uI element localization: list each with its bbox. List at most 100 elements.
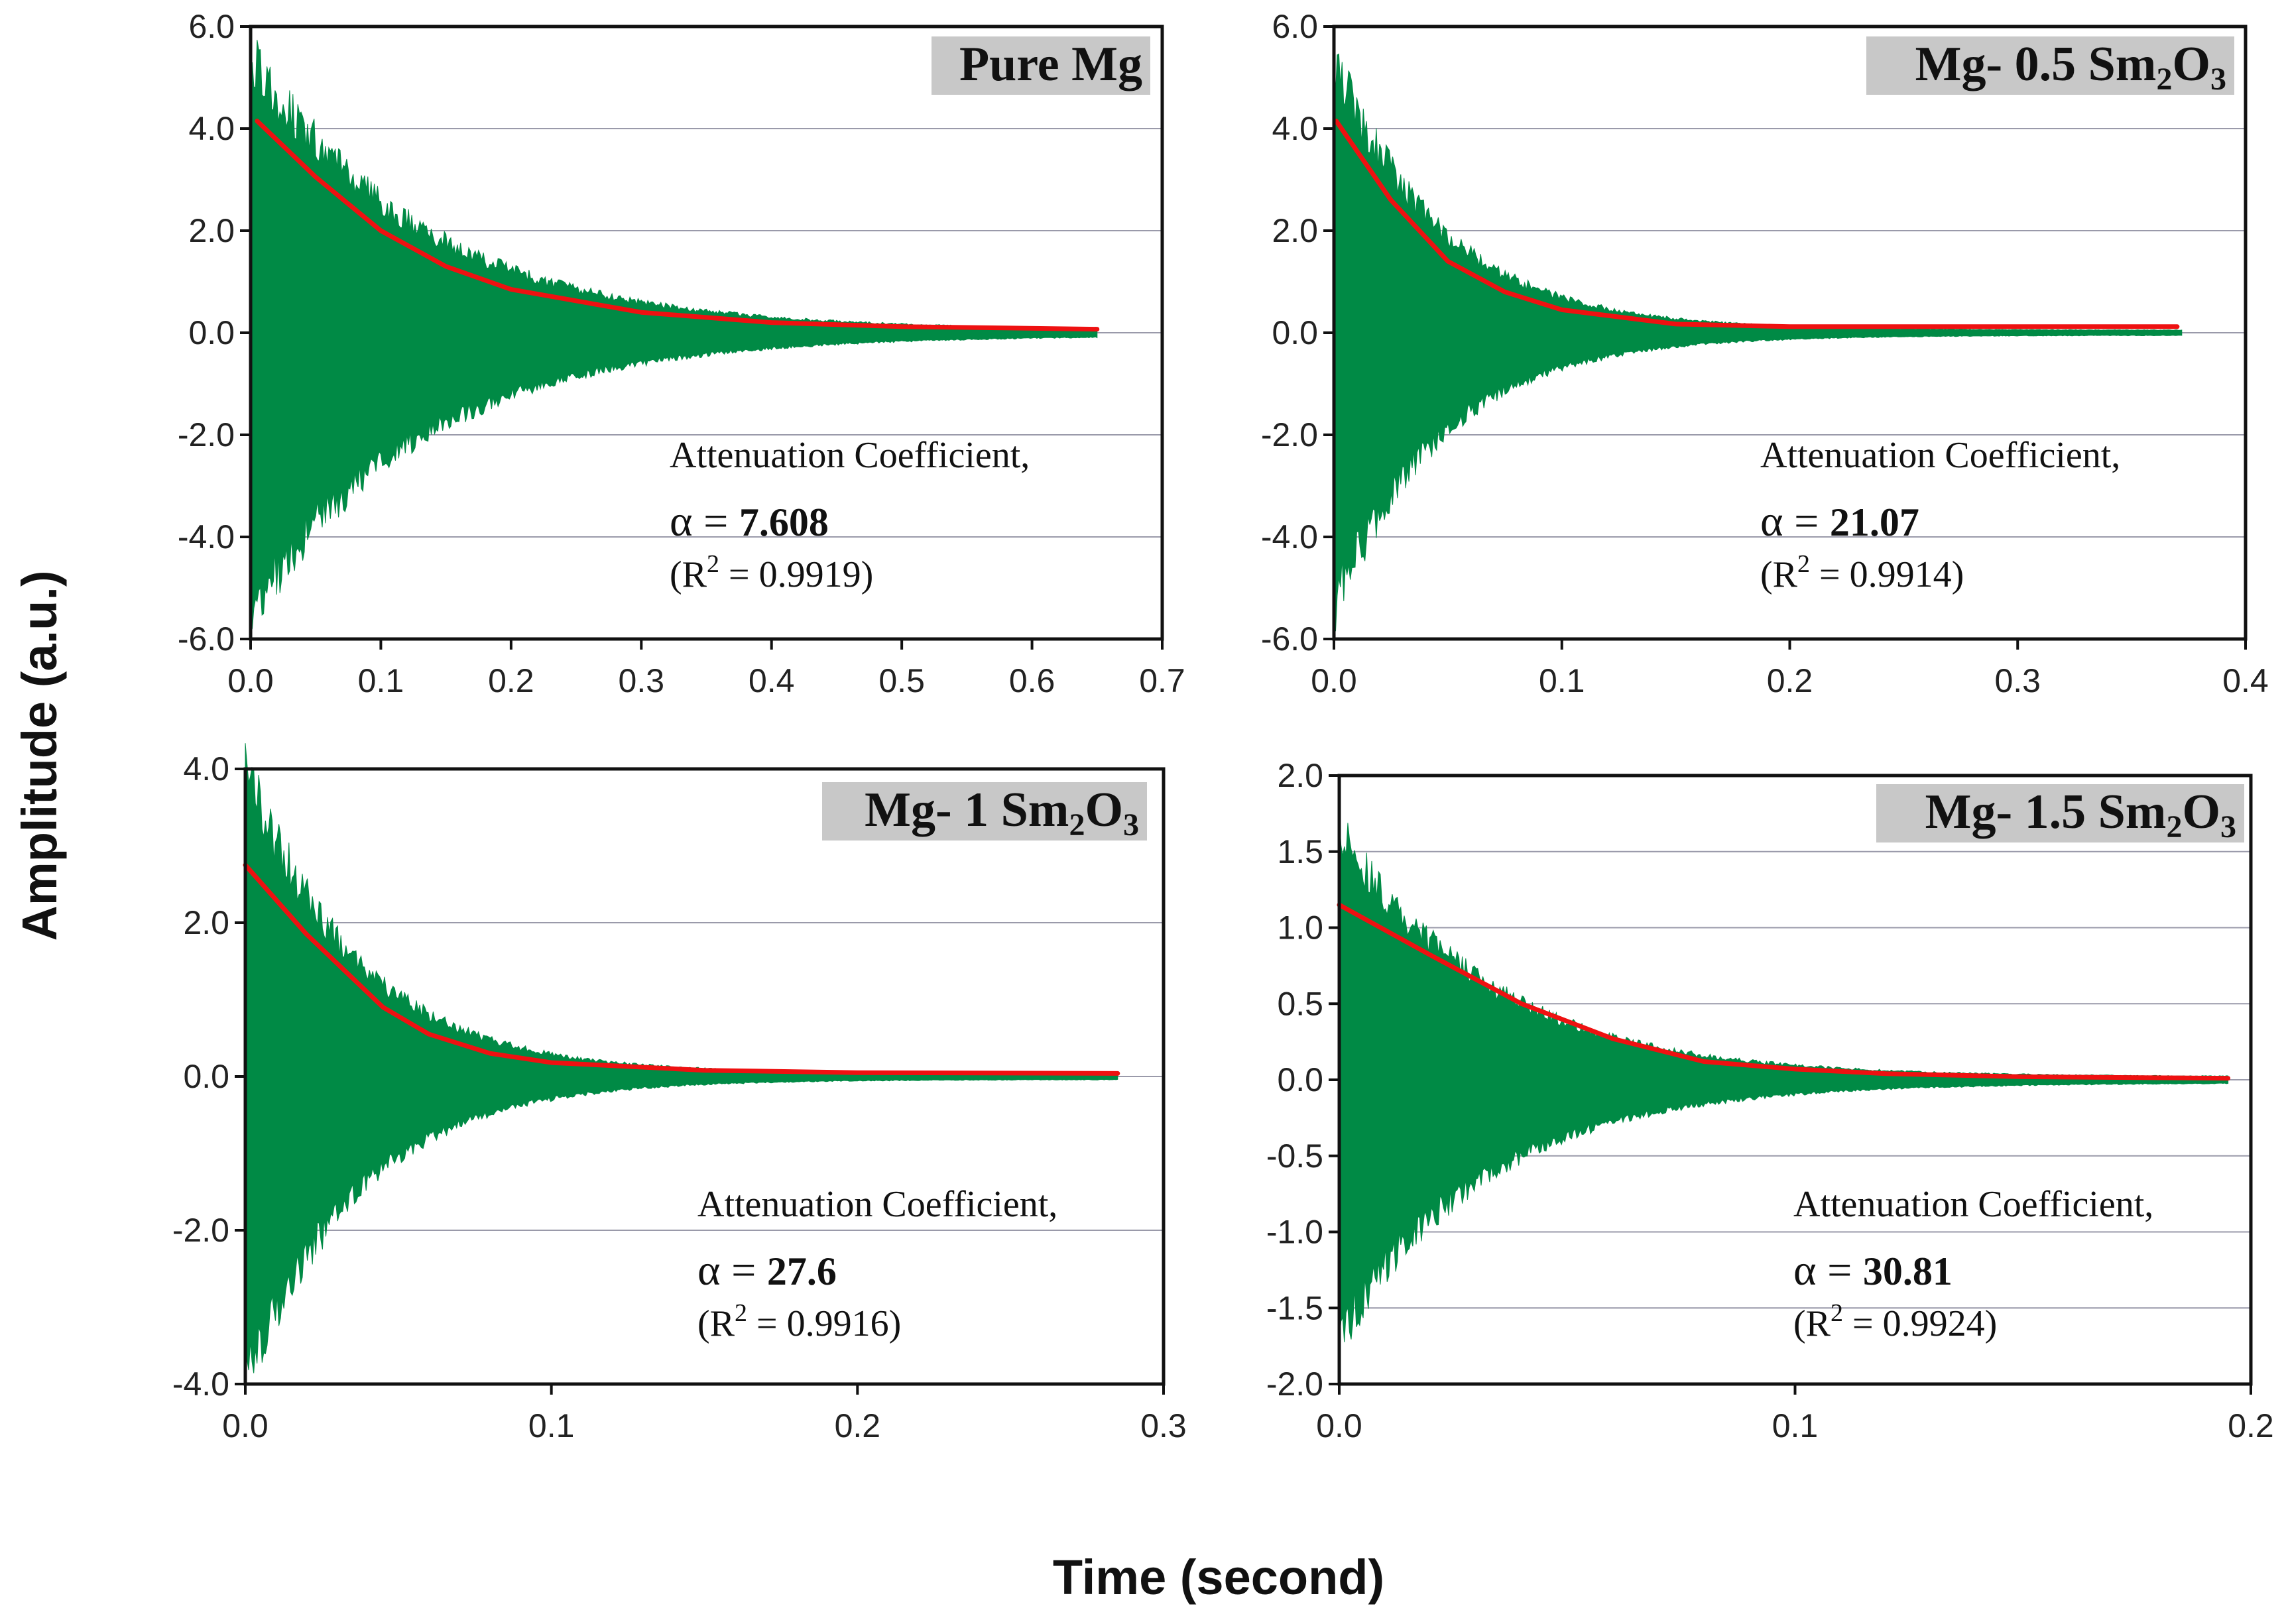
alpha-line: α = 21.07 bbox=[1760, 497, 1919, 546]
alpha-line: α = 27.6 bbox=[697, 1246, 837, 1295]
y-tick-label: -1.5 bbox=[1266, 1289, 1323, 1326]
alpha-symbol: α bbox=[670, 497, 703, 546]
x-tick-label: 0.1 bbox=[1539, 662, 1585, 699]
annotation-label: Attenuation Coefficient, bbox=[1793, 1184, 2153, 1225]
y-tick-label: -2.0 bbox=[1261, 416, 1318, 453]
y-tick-label: 2.0 bbox=[183, 904, 229, 941]
alpha-symbol: α bbox=[1793, 1246, 1827, 1295]
sample-label-subscript: 3 bbox=[2210, 62, 2226, 97]
r-squared-exponent: 2 bbox=[1831, 1299, 1843, 1327]
chart-panel-4: -2.0 -1.5 -1.0 -0.5 0.0 0.5 1.0 1.5 2.0 0.0 0.1 0.2… bbox=[1266, 757, 2274, 1444]
signal-waveform bbox=[250, 40, 1098, 634]
y-tick-label: 0.5 bbox=[1277, 985, 1323, 1022]
x-tick-label: 0.0 bbox=[1311, 662, 1357, 699]
r-squared-exponent: 2 bbox=[1797, 550, 1810, 578]
r-squared-open: (R bbox=[697, 1303, 735, 1344]
y-tick-label: 0.0 bbox=[1277, 1061, 1323, 1098]
r-squared-open: (R bbox=[670, 554, 707, 595]
alpha-line: α = 30.81 bbox=[1793, 1246, 1953, 1295]
x-tick-label: 0.1 bbox=[358, 662, 404, 699]
r-squared: (R2 = 0.9919) bbox=[670, 550, 873, 595]
sample-label: Pure Mg bbox=[959, 37, 1142, 91]
y-tick-label: 4.0 bbox=[188, 110, 235, 147]
y-tick-label: -4.0 bbox=[172, 1365, 229, 1403]
alpha-symbol: α bbox=[697, 1246, 731, 1295]
y-tick-label: 2.0 bbox=[1272, 212, 1318, 249]
x-tick-label: 0.4 bbox=[2222, 662, 2269, 699]
x-tick-label: 0.2 bbox=[835, 1407, 881, 1444]
sample-label-subscript: 2 bbox=[2166, 809, 2182, 844]
x-tick-label: 0.0 bbox=[222, 1407, 269, 1444]
fit-curve bbox=[1333, 119, 2180, 329]
alpha-value: 30.81 bbox=[1863, 1249, 1953, 1293]
r-squared-exponent: 2 bbox=[707, 550, 719, 578]
x-tick-label: 0.1 bbox=[528, 1407, 575, 1444]
r-squared-open: (R bbox=[1793, 1303, 1831, 1344]
sample-label-box bbox=[932, 36, 1150, 95]
alpha-value: 7.608 bbox=[739, 500, 829, 544]
alpha-value: 21.07 bbox=[1830, 500, 1919, 544]
sample-label: Mg- 1 Sm2O3 bbox=[865, 783, 1139, 842]
r-squared-value: = 0.9914) bbox=[1810, 554, 1964, 595]
y-tick-label: -6.0 bbox=[178, 620, 235, 658]
sample-label-main: Mg- 0.5 Sm bbox=[1915, 37, 2157, 91]
x-tick-label: 0.2 bbox=[2228, 1407, 2274, 1444]
chart-panel-1: -6.0 -4.0 -2.0 0.0 2.0 4.0 6.0 0.0 0.1 0.2 0.3 0.4 0… bbox=[178, 8, 1185, 699]
sample-label-main: Pure Mg bbox=[959, 37, 1142, 91]
r-squared: (R2 = 0.9916) bbox=[697, 1299, 901, 1344]
x-tick-label: 0.3 bbox=[619, 662, 665, 699]
y-tick-label: 1.5 bbox=[1277, 833, 1323, 870]
y-tick-label: 0.0 bbox=[183, 1058, 229, 1095]
x-tick-label: 0.4 bbox=[749, 662, 795, 699]
r-squared-open: (R bbox=[1760, 554, 1798, 595]
x-tick-label: 0.0 bbox=[1316, 1407, 1362, 1444]
y-tick-label: -2.0 bbox=[172, 1212, 229, 1249]
y-tick-label: 6.0 bbox=[188, 8, 235, 45]
equals-sign: = bbox=[1827, 1246, 1863, 1295]
sample-label-main: Mg- 1.5 Sm bbox=[1925, 785, 2167, 839]
y-tick-label: 6.0 bbox=[1272, 8, 1318, 45]
sample-label-subscript: 3 bbox=[1123, 807, 1139, 842]
sample-label-box bbox=[1866, 36, 2234, 95]
y-tick-label: -1.0 bbox=[1266, 1214, 1323, 1251]
sample-label-tail: O bbox=[1085, 783, 1123, 837]
y-tick-label: -6.0 bbox=[1261, 620, 1318, 658]
fit-curve bbox=[1337, 902, 2231, 1081]
x-tick-label: 0.0 bbox=[227, 662, 274, 699]
sample-label-box bbox=[822, 782, 1147, 841]
y-tick-label: 1.0 bbox=[1277, 909, 1323, 947]
alpha-line: α = 7.608 bbox=[670, 497, 829, 546]
y-tick-label: 4.0 bbox=[1272, 110, 1318, 147]
alpha-symbol: α bbox=[1760, 497, 1794, 546]
alpha-value: 27.6 bbox=[767, 1249, 837, 1293]
x-tick-label: 0.1 bbox=[1772, 1407, 1819, 1444]
fit-curve bbox=[243, 862, 1120, 1076]
r-squared-exponent: 2 bbox=[735, 1299, 747, 1327]
r-squared: (R2 = 0.9914) bbox=[1760, 550, 1964, 595]
y-tick-label: 4.0 bbox=[183, 750, 229, 787]
y-tick-label: -2.0 bbox=[178, 416, 235, 453]
annotation-label: Attenuation Coefficient, bbox=[1760, 435, 2120, 476]
r-squared-value: = 0.9924) bbox=[1843, 1303, 1997, 1344]
y-tick-label: -2.0 bbox=[1266, 1365, 1323, 1403]
y-tick-label: -0.5 bbox=[1266, 1137, 1323, 1175]
x-tick-label: 0.7 bbox=[1139, 662, 1185, 699]
y-tick-label: 0.0 bbox=[188, 314, 235, 351]
x-tick-label: 0.2 bbox=[488, 662, 534, 699]
fit-curve bbox=[255, 119, 1100, 332]
sample-label-tail: O bbox=[2172, 37, 2210, 91]
sample-label-subscript: 3 bbox=[2220, 809, 2236, 844]
chart-panel-2: -6.0 -4.0 -2.0 0.0 2.0 4.0 6.0 0.0 0.1 0.2 0.3 0.4 M… bbox=[1261, 8, 2269, 699]
sample-label: Mg- 0.5 Sm2O3 bbox=[1915, 37, 2226, 97]
sample-label-subscript: 2 bbox=[1069, 807, 1085, 842]
x-tick-label: 0.5 bbox=[878, 662, 925, 699]
sample-label-subscript: 2 bbox=[2156, 62, 2172, 97]
sample-label-main: Mg- 1 Sm bbox=[865, 783, 1069, 837]
x-tick-label: 0.3 bbox=[1994, 662, 2041, 699]
r-squared-value: = 0.9916) bbox=[747, 1303, 901, 1344]
r-squared-value: = 0.9919) bbox=[719, 554, 873, 595]
y-tick-label: -4.0 bbox=[1261, 518, 1318, 555]
y-tick-label: -4.0 bbox=[178, 518, 235, 555]
equals-sign: = bbox=[1794, 497, 1830, 546]
